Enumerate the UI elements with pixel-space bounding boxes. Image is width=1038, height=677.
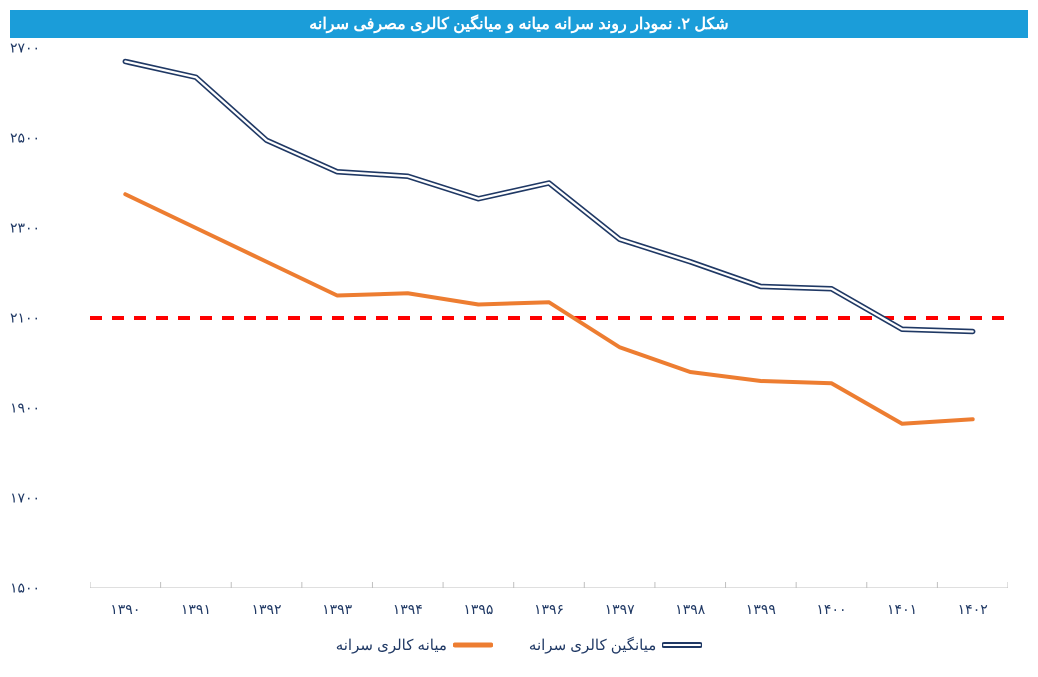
x-tick-label: ۱۴۰۰ [816, 601, 846, 618]
plot-svg [90, 48, 1008, 588]
y-tick-label: ۱۷۰۰ [10, 490, 70, 507]
x-tick-label: ۱۳۹۴ [393, 601, 423, 618]
chart-area: ۱۵۰۰۱۷۰۰۱۹۰۰۲۱۰۰۲۳۰۰۲۵۰۰۲۷۰۰ ۱۳۹۰۱۳۹۱۱۳۹… [10, 38, 1028, 618]
chart-container: شکل ۲. نمودار روند سرانه میانه و میانگین… [10, 10, 1028, 667]
x-tick-label: ۱۳۹۸ [675, 601, 705, 618]
legend-swatch [662, 638, 702, 652]
legend-label: میانگین کالری سرانه [529, 636, 656, 654]
y-tick-label: ۲۳۰۰ [10, 220, 70, 237]
x-tick-label: ۱۴۰۱ [887, 601, 917, 618]
x-tick-label: ۱۳۹۷ [605, 601, 635, 618]
legend-swatch [453, 638, 493, 652]
x-tick-label: ۱۳۹۱ [181, 601, 211, 618]
y-axis: ۱۵۰۰ ۱۷۰۰ ۱۹۰۰ ۲۱۰۰ ۲۳۰۰ ۲۵۰۰ ۲۷۰۰ [10, 38, 80, 618]
x-tick-label: ۱۳۹۰ [110, 601, 140, 618]
x-tick-label: ۱۳۹۶ [534, 601, 564, 618]
legend-item: میانگین کالری سرانه [529, 636, 702, 654]
x-axis: ۱۳۹۰ ۱۳۹۱ ۱۳۹۲ ۱۳۹۳ ۱۳۹۴ ۱۳۹۵ ۱۳۹۶ ۱۳۹۷ ۱۳۹۸ ۱۳۹۹… [90, 593, 1008, 618]
plot-region [90, 48, 1008, 588]
x-tick-label: ۱۳۹۳ [322, 601, 352, 618]
legend-item: میانه کالری سرانه [336, 636, 493, 654]
y-tick-label: ۱۵۰۰ [10, 580, 70, 597]
chart-title: شکل ۲. نمودار روند سرانه میانه و میانگین… [10, 10, 1028, 38]
x-tick-label: ۱۳۹۹ [746, 601, 776, 618]
y-tick-label: ۲۵۰۰ [10, 130, 70, 147]
x-tick-label: ۱۳۹۵ [463, 601, 493, 618]
y-tick-label: ۱۹۰۰ [10, 400, 70, 417]
x-tick-label: ۱۳۹۲ [251, 601, 281, 618]
legend: میانگین کالری سرانه میانه کالری سرانه [10, 618, 1028, 667]
y-tick-label: ۲۱۰۰ [10, 310, 70, 327]
x-tick-label: ۱۴۰۲ [958, 601, 988, 618]
legend-label: میانه کالری سرانه [336, 636, 447, 654]
y-tick-label: ۲۷۰۰ [10, 40, 70, 57]
chart-wrap: ۱۵۰۰۱۷۰۰۱۹۰۰۲۱۰۰۲۳۰۰۲۵۰۰۲۷۰۰ ۱۳۹۰۱۳۹۱۱۳۹… [10, 38, 1028, 618]
